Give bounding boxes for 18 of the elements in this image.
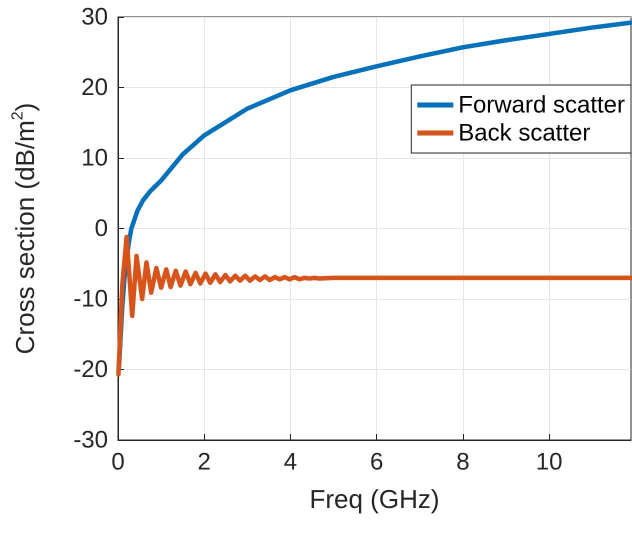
x-tick-label: 0 xyxy=(111,448,125,476)
y-tick-label: 0 xyxy=(94,215,108,242)
y-tick-label: -10 xyxy=(73,286,108,312)
x-tick-label: 4 xyxy=(284,448,298,476)
x-tick-label: 8 xyxy=(456,448,470,476)
y-tick-label: -30 xyxy=(73,426,108,454)
y-axis-title: Cross section (dB/m2) xyxy=(10,102,40,354)
x-tick-label: 10 xyxy=(536,448,562,476)
y-tick-label: 30 xyxy=(81,4,108,30)
y-tick-label: -20 xyxy=(73,356,108,383)
y-tick-label: 10 xyxy=(81,144,108,172)
x-axis-title: Freq (GHz) xyxy=(310,484,440,514)
x-tick-label: 2 xyxy=(198,448,211,476)
x-tick-label: 6 xyxy=(370,448,384,476)
line-series xyxy=(116,234,632,377)
legend-label: Forward scatter xyxy=(458,92,626,118)
y-tick-label: 20 xyxy=(81,74,108,101)
legend-label: Back scatter xyxy=(458,120,590,146)
